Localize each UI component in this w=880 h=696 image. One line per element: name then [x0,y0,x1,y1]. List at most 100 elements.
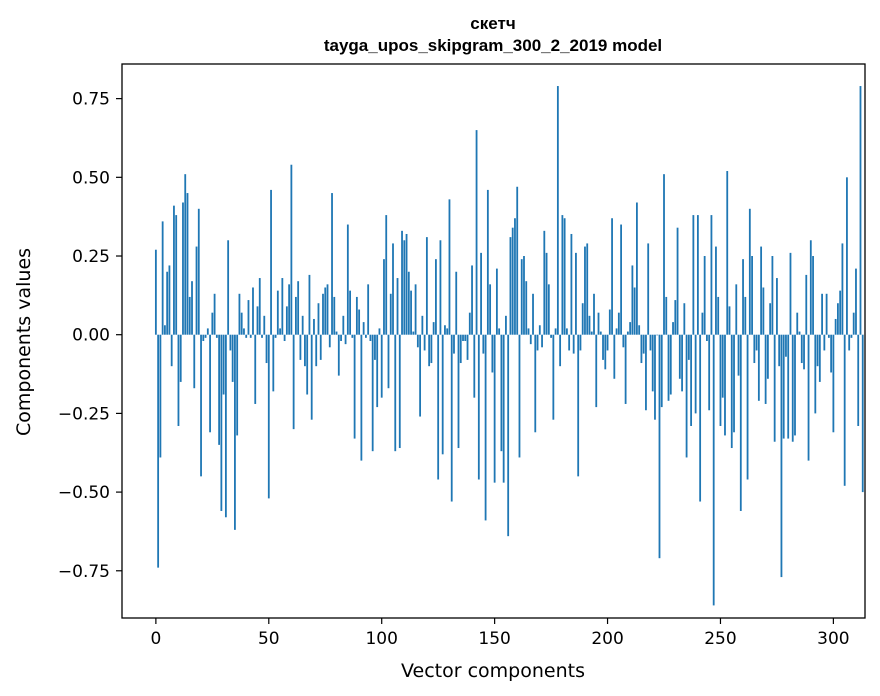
x-axis: 0 50 100 150 200 250 300 [150,618,850,649]
bar-199 [604,334,607,370]
bar-101 [383,259,385,335]
bar-224 [660,334,663,408]
bar-73 [319,334,322,360]
bar-69 [310,334,313,420]
bar-123 [432,322,435,335]
bar-233 [681,334,683,392]
bar-91 [360,334,363,461]
bar-154 [502,334,505,483]
bar-217 [645,334,647,411]
bar-5 [166,271,169,335]
bar-245 [708,334,711,411]
bar-214 [638,325,641,335]
bar-165 [527,328,530,335]
bar-89 [355,296,358,335]
bar-42 [249,334,252,338]
bar-40 [245,334,248,338]
bar-259 [739,334,742,511]
bar-251 [721,334,724,398]
bar-130 [448,199,451,335]
bar-7 [170,334,173,367]
bar-16 [191,281,193,335]
bar-192 [588,315,591,335]
bar-23 [206,328,209,335]
bar-196 [597,312,600,335]
bar-125 [437,334,440,480]
bar-20 [200,334,202,477]
bar-309 [852,312,855,335]
bar-207 [622,334,625,348]
bar-45 [256,306,259,335]
bar-277 [780,334,783,578]
bar-92 [362,322,365,335]
bar-166 [529,334,532,345]
bar-306 [846,177,848,335]
bar-191 [586,243,589,335]
bar-273 [771,256,774,335]
bar-239 [694,334,697,414]
bar-215 [640,334,643,364]
bar-98 [376,334,379,408]
bar-237 [690,334,693,426]
bar-56 [281,278,284,335]
bar-28 [218,334,221,445]
bar-3 [161,221,164,335]
bar-13 [184,174,187,335]
bar-270 [764,334,767,404]
bar-9 [175,215,178,335]
bar-311 [857,334,860,426]
bar-295 [821,293,823,335]
bar-244 [706,334,708,341]
bar-243 [703,256,706,335]
bar-76 [326,284,329,335]
bar-102 [385,215,388,335]
bar-134 [457,334,460,449]
bar-111 [405,233,408,335]
bar-85 [346,224,349,335]
bar-183 [568,334,571,351]
bar-185 [572,334,575,354]
bar-93 [364,334,367,338]
bar-110 [403,240,406,335]
bar-72 [317,303,320,335]
y-axis: −0.75 −0.50 −0.25 0.00 0.25 0.50 0.75 [58,90,122,582]
bar-252 [724,334,726,436]
bar-305 [843,334,846,486]
bar-187 [577,334,580,477]
bar-301 [834,318,837,335]
bar-0 [154,249,157,335]
bar-12 [182,202,184,335]
x-tick-label: 200 [591,629,623,649]
bar-204 [615,328,618,335]
bar-177 [554,328,557,335]
bar-172 [543,230,546,335]
bar-235 [685,334,688,458]
bar-30 [222,334,225,395]
bar-230 [674,300,677,335]
bar-51 [270,189,272,335]
y-tick-label: 0.25 [72,247,110,267]
bar-136 [462,334,464,341]
bar-82 [340,334,342,341]
bar-300 [832,334,835,433]
bar-269 [762,287,765,335]
bar-62 [294,296,297,335]
bar-313 [861,334,864,493]
bar-74 [322,293,324,335]
bar-150 [493,334,496,483]
bar-88 [353,334,356,439]
bar-77 [328,334,331,348]
bar-68 [308,274,311,335]
bar-75 [324,287,327,335]
bar-47 [261,334,263,338]
bar-278 [782,334,785,439]
bar-58 [285,306,288,335]
bar-21 [202,334,205,341]
bar-1 [157,334,160,568]
bar-83 [342,315,345,335]
y-tick-label: 0.50 [72,168,110,188]
bar-275 [776,278,778,335]
bar-118 [421,315,424,335]
bar-260 [742,259,744,335]
